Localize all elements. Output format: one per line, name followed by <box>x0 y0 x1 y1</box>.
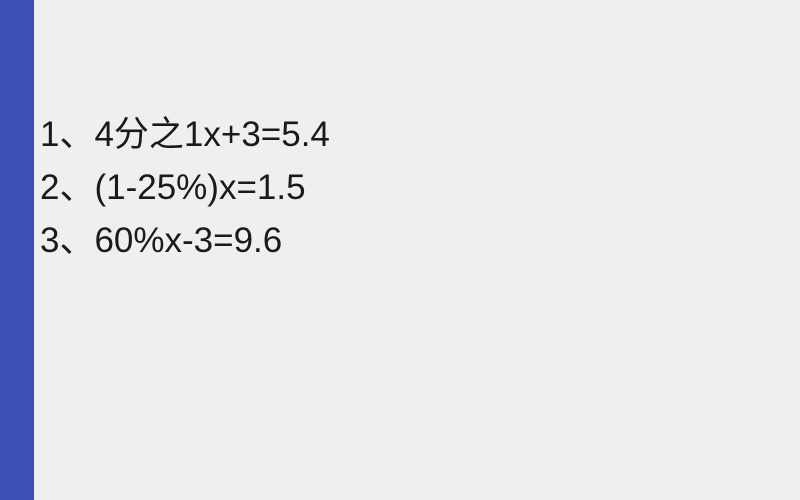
container: 1、4分之1x+3=5.4 2、(1-25%)x=1.5 3、60%x-3=9.… <box>0 0 800 500</box>
equation-line-3: 3、60%x-3=9.6 <box>40 212 282 263</box>
sidebar <box>0 0 34 500</box>
main-panel: 1、4分之1x+3=5.4 2、(1-25%)x=1.5 3、60%x-3=9.… <box>34 0 800 500</box>
equation-line-2: 2、(1-25%)x=1.5 <box>40 159 306 210</box>
equation-line-1: 1、4分之1x+3=5.4 <box>40 106 330 157</box>
